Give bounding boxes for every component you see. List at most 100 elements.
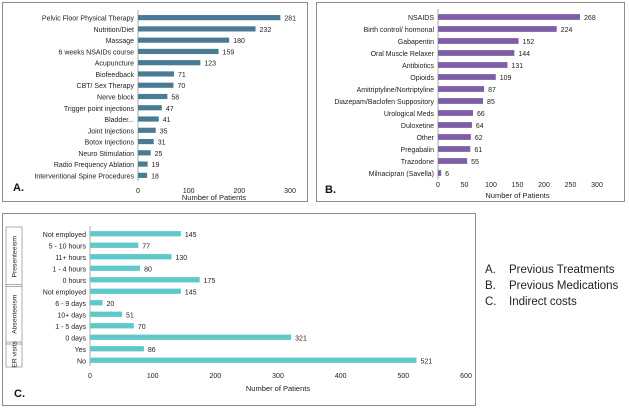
x-tick-label: 200	[233, 188, 245, 195]
data-label: 62	[475, 135, 483, 142]
bar	[90, 231, 181, 237]
bar	[138, 105, 162, 111]
category-label: Massage	[106, 38, 135, 45]
category-label: Nutrition/Diet	[94, 27, 135, 34]
data-label: 159	[223, 49, 235, 56]
legend-text: Previous Treatments	[509, 264, 615, 276]
category-label: Not employed	[43, 232, 86, 239]
bar	[90, 265, 141, 271]
bar	[438, 14, 581, 20]
data-label: 144	[518, 51, 530, 58]
group-bracket	[5, 341, 23, 368]
bar	[438, 50, 515, 56]
bar	[438, 170, 442, 176]
category-label: Bladder...	[104, 117, 134, 124]
bar	[138, 26, 256, 32]
data-label: 131	[511, 63, 523, 70]
x-tick-label: 100	[183, 188, 195, 195]
category-label: Urological Meds	[384, 111, 435, 118]
chart-a-svg: Pelvic Floor Physical Therapy 281 Nutritio…	[13, 10, 296, 202]
category-label: Birth control/ hormonal	[364, 27, 435, 34]
data-label: 41	[163, 117, 171, 124]
bar	[138, 15, 281, 21]
bar	[138, 150, 151, 156]
x-tick-label: 500	[397, 373, 409, 380]
category-label: 6 weeks NSAIDs course	[59, 49, 135, 56]
bar	[90, 300, 103, 306]
data-label: 85	[487, 99, 495, 106]
data-label: 19	[152, 162, 160, 169]
data-label: 86	[148, 347, 156, 354]
group-label: Absenteeism	[12, 294, 19, 334]
category-label: 1 - 5 days	[55, 324, 86, 331]
data-label: 35	[160, 128, 168, 135]
data-label: 51	[126, 312, 134, 319]
data-label: 521	[420, 358, 432, 365]
legend-text: Indirect costs	[509, 296, 577, 308]
bar	[138, 116, 159, 122]
chart-b-svg: NSAIDS 268 Birth control/ hormonal 224 Gabap…	[325, 9, 603, 200]
category-label: Acupuncture	[95, 61, 134, 68]
data-label: 70	[177, 83, 185, 90]
category-label: 0 days	[65, 335, 86, 342]
x-tick-label: 600	[460, 373, 472, 380]
bar	[90, 311, 122, 317]
category-label: Radio Frequency Ablation	[54, 162, 134, 169]
category-label: Pregabalin	[401, 147, 435, 154]
group-bracket	[5, 284, 23, 345]
legend-key: B.	[485, 280, 496, 292]
bar	[438, 98, 484, 104]
data-label: 109	[500, 75, 512, 82]
category-label: Yes	[75, 347, 87, 354]
bar	[90, 334, 292, 340]
x-tick-label: 0	[88, 373, 92, 380]
group-label: Presenteeism	[12, 236, 19, 278]
bar	[138, 172, 148, 178]
panel-label: B.	[325, 184, 336, 196]
category-label: 1 - 4 hours	[53, 266, 87, 273]
x-tick-label: 250	[565, 182, 577, 189]
x-tick-label: 150	[512, 182, 524, 189]
data-label: 321	[295, 335, 307, 342]
category-label: Other	[416, 135, 434, 142]
category-label: Opioids	[410, 75, 434, 82]
category-label: NSAIDS	[408, 15, 434, 22]
data-label: 66	[477, 111, 485, 118]
x-tick-label: 400	[335, 373, 347, 380]
bar	[438, 38, 519, 44]
bar	[138, 138, 154, 145]
bar	[438, 110, 473, 116]
bar	[438, 26, 557, 32]
x-tick-label: 200	[209, 373, 221, 380]
data-label: 18	[151, 173, 159, 180]
data-label: 71	[178, 72, 186, 79]
legend-item-b: B. Previous Medications	[485, 278, 618, 294]
x-tick-label: 100	[485, 182, 497, 189]
category-label: Nerve block	[97, 95, 134, 102]
category-label: No	[77, 358, 86, 365]
category-label: Duloxetine	[401, 123, 434, 130]
bar	[90, 346, 144, 352]
data-label: 123	[204, 61, 216, 68]
legend-key: A.	[485, 264, 496, 276]
category-label: 6 - 9 days	[55, 301, 86, 308]
category-label: Not employed	[43, 289, 86, 296]
group-bracket	[5, 226, 23, 287]
category-label: 5 - 10 hours	[49, 243, 87, 250]
bar	[438, 134, 471, 140]
legend-item-c: C. Indirect costs	[485, 294, 618, 310]
bar	[438, 122, 472, 128]
category-label: Trazodone	[401, 159, 434, 166]
bar	[138, 82, 174, 88]
chart-c-svg: Not employed 145 5 - 10 hours 77 11+ hours 13…	[5, 226, 472, 400]
category-label: Neuro Stimulation	[78, 151, 134, 158]
x-tick-label: 300	[591, 182, 603, 189]
bar	[438, 74, 496, 80]
data-label: 31	[158, 140, 166, 147]
data-label: 25	[155, 151, 163, 158]
data-label: 224	[561, 27, 573, 34]
data-label: 152	[523, 39, 535, 46]
legend-key: C.	[485, 296, 497, 308]
category-label: Joint Injections	[88, 128, 135, 135]
x-tick-label: 50	[461, 182, 469, 189]
